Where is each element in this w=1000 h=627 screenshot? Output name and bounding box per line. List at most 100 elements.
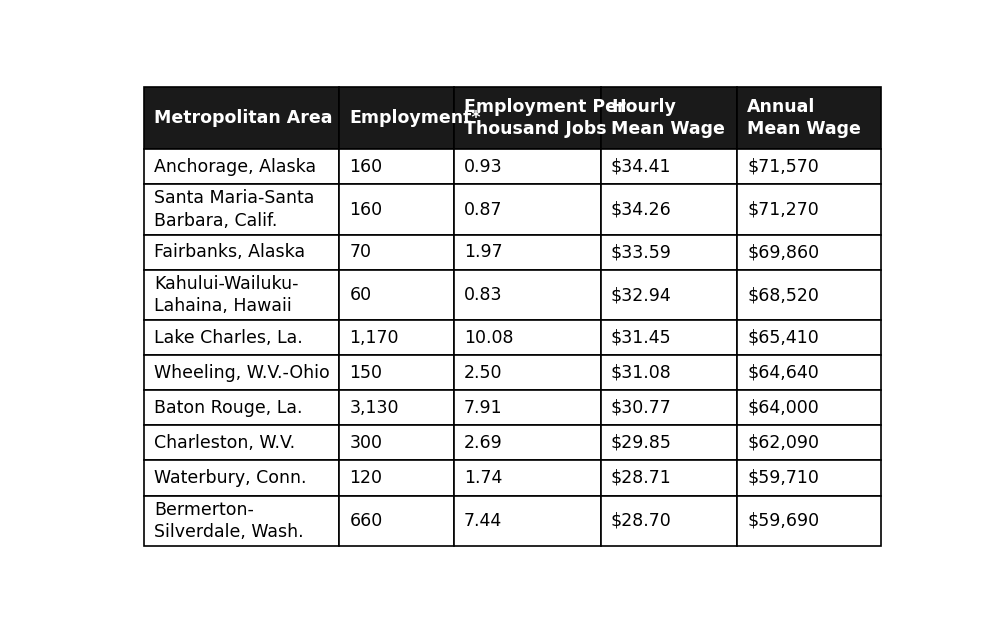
Text: Waterbury, Conn.: Waterbury, Conn. [154,469,307,487]
Text: $34.26: $34.26 [611,201,672,219]
Text: 3,130: 3,130 [350,399,399,417]
Bar [601,495,737,546]
Text: $28.71: $28.71 [611,469,672,487]
Text: 60: 60 [350,286,372,304]
Text: $30.77: $30.77 [611,399,672,417]
Text: $59,710: $59,710 [747,469,819,487]
Text: $31.45: $31.45 [611,329,672,347]
Text: 1,170: 1,170 [350,329,399,347]
Bar [144,495,339,546]
Bar [339,391,454,426]
Text: $64,640: $64,640 [747,364,819,382]
Bar [737,149,881,184]
Text: Santa Maria-Santa
Barbara, Calif.: Santa Maria-Santa Barbara, Calif. [154,189,315,229]
Bar [737,320,881,356]
Bar [454,495,601,546]
Bar [454,234,601,270]
Text: 300: 300 [350,434,383,452]
Bar [454,320,601,356]
Bar [601,270,737,320]
Text: $71,270: $71,270 [747,201,819,219]
Bar [144,184,339,234]
Bar [737,356,881,391]
Text: Kahului-Wailuku-
Lahaina, Hawaii: Kahului-Wailuku- Lahaina, Hawaii [154,275,299,315]
Bar [454,356,601,391]
Text: $65,410: $65,410 [747,329,819,347]
Text: 660: 660 [350,512,383,530]
Text: $33.59: $33.59 [611,243,672,261]
Bar [454,460,601,495]
Text: $69,860: $69,860 [747,243,819,261]
Bar [339,270,454,320]
Bar [737,495,881,546]
Bar [144,320,339,356]
Bar [737,87,881,149]
Text: 1.97: 1.97 [464,243,502,261]
Text: Metropolitan Area: Metropolitan Area [154,109,333,127]
Text: Charleston, W.V.: Charleston, W.V. [154,434,296,452]
Bar [339,149,454,184]
Text: 2.69: 2.69 [464,434,502,452]
Text: 1.74: 1.74 [464,469,502,487]
Bar [454,87,601,149]
Text: Bermerton-
Silverdale, Wash.: Bermerton- Silverdale, Wash. [154,500,304,541]
Bar [339,234,454,270]
Bar [601,184,737,234]
Bar [454,184,601,234]
Text: Employment Per
Thousand Jobs: Employment Per Thousand Jobs [464,98,625,139]
Text: 160: 160 [350,201,383,219]
Text: Anchorage, Alaska: Anchorage, Alaska [154,158,317,176]
Text: 2.50: 2.50 [464,364,502,382]
Bar [454,391,601,426]
Text: $32.94: $32.94 [611,286,672,304]
Text: Annual
Mean Wage: Annual Mean Wage [747,98,861,139]
Bar [339,426,454,460]
Bar [339,356,454,391]
Text: 160: 160 [350,158,383,176]
Text: $68,520: $68,520 [747,286,819,304]
Text: 7.44: 7.44 [464,512,502,530]
Bar [339,495,454,546]
Bar [601,87,737,149]
Text: 10.08: 10.08 [464,329,513,347]
Text: 7.91: 7.91 [464,399,502,417]
Bar [144,460,339,495]
Bar [601,149,737,184]
Bar [339,184,454,234]
Text: $31.08: $31.08 [611,364,672,382]
Text: Fairbanks, Alaska: Fairbanks, Alaska [154,243,306,261]
Text: Lake Charles, La.: Lake Charles, La. [154,329,303,347]
Text: Employment*: Employment* [350,109,481,127]
Bar [339,320,454,356]
Text: $28.70: $28.70 [611,512,672,530]
Bar [454,426,601,460]
Bar [737,234,881,270]
Text: $34.41: $34.41 [611,158,671,176]
Bar [144,356,339,391]
Bar [737,270,881,320]
Bar [144,426,339,460]
Bar [339,87,454,149]
Bar [144,391,339,426]
Bar [601,391,737,426]
Text: 0.87: 0.87 [464,201,502,219]
Text: Wheeling, W.V.-Ohio: Wheeling, W.V.-Ohio [154,364,330,382]
Bar [339,460,454,495]
Text: 0.93: 0.93 [464,158,502,176]
Text: $62,090: $62,090 [747,434,819,452]
Text: 120: 120 [350,469,383,487]
Bar [737,184,881,234]
Text: 0.83: 0.83 [464,286,502,304]
Bar [737,460,881,495]
Text: Baton Rouge, La.: Baton Rouge, La. [154,399,303,417]
Bar [737,426,881,460]
Text: $71,570: $71,570 [747,158,819,176]
Bar [144,149,339,184]
Bar [601,356,737,391]
Text: $29.85: $29.85 [611,434,672,452]
Bar [144,234,339,270]
Bar [737,391,881,426]
Bar [601,460,737,495]
Bar [601,426,737,460]
Bar [144,87,339,149]
